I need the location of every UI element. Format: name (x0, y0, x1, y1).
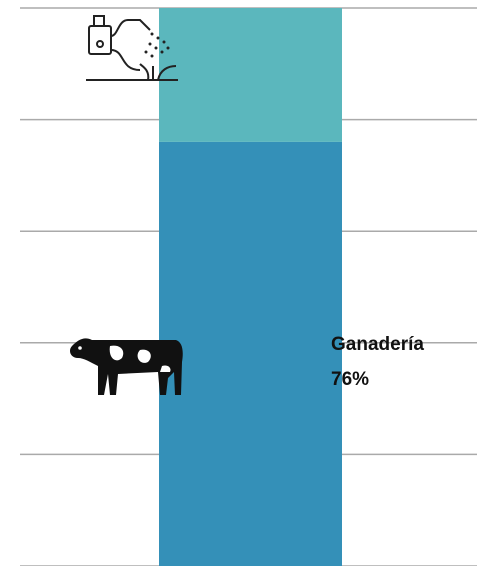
segment-name: Ganadería (331, 334, 424, 355)
bars (159, 8, 342, 566)
cow-icon (70, 338, 183, 395)
spray-dots (144, 32, 170, 58)
segment-value-label: 76% (331, 369, 369, 390)
sprayer-icon (86, 15, 178, 81)
bar-segment (159, 141, 342, 566)
bar-segment (159, 8, 342, 142)
